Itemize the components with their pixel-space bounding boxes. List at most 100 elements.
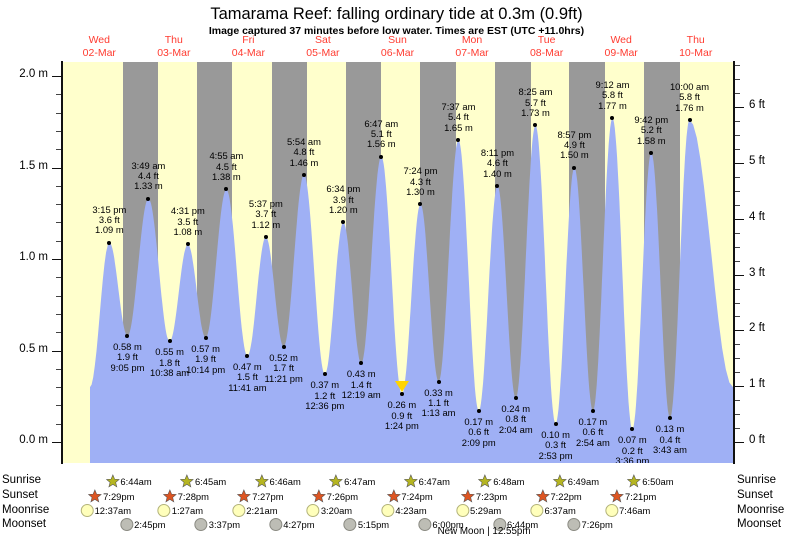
- moonrise-circle-icon: [455, 504, 469, 517]
- tide-point-dot: [513, 396, 518, 401]
- day-header-6: Mon 07-Mar: [435, 34, 510, 59]
- y-axis-right-label: 5 ft: [749, 155, 765, 168]
- moonset-entry-1-time: 2:45pm: [134, 519, 166, 530]
- moonset-entry-7: 7:26pm: [567, 518, 613, 531]
- tide-point-label-high: 8:57 pm 4.9 ft 1.50 m: [557, 129, 591, 161]
- y-tick-major-right: [735, 330, 744, 332]
- sunrise-entry-7-time: 6:49am: [567, 475, 600, 487]
- label-line-3: 1:24 pm: [384, 420, 419, 432]
- y-tick-minor-right: [735, 428, 740, 430]
- label-line-2: 0.9 ft: [391, 409, 413, 421]
- y-tick-minor-right: [735, 79, 740, 81]
- tide-point-dot: [436, 379, 441, 384]
- label-line-3: 1.56 m: [366, 138, 396, 150]
- moonset-entry-6: 6:44pm: [492, 518, 538, 531]
- tide-point-label-high: 6:47 am 5.1 ft 1.56 m: [364, 118, 398, 150]
- label-line-1: 0.26 m: [387, 399, 417, 411]
- moonrise-entry-6-time: 5:29am: [469, 505, 502, 516]
- tide-point-label-high: 4:31 pm 3.5 ft 1.08 m: [171, 205, 205, 237]
- day-header-8: Wed 09-Mar: [584, 34, 659, 59]
- sunset-star-icon: [311, 489, 326, 503]
- label-line-1: 10:00 am: [669, 80, 710, 92]
- y-tick-minor-left: [56, 423, 61, 425]
- tide-point-dot: [359, 361, 364, 366]
- label-line-2: 1.4 ft: [350, 378, 372, 390]
- sunrise-star-icon: [254, 474, 269, 488]
- tide-point-label-high: 7:37 am 5.4 ft 1.65 m: [442, 101, 476, 133]
- label-line-3: 1.58 m: [636, 134, 666, 146]
- page-subtitle: Image captured 37 minutes before low wat…: [208, 25, 585, 37]
- sunrise-entry-8: 6:50am: [627, 474, 674, 488]
- sunset-star-icon: [609, 489, 625, 503]
- day-date: 04-Mar: [231, 46, 266, 59]
- moonrise-entry-7-time: 6:37am: [544, 505, 576, 516]
- label-line-2: 3.7 ft: [255, 208, 277, 220]
- moonrise-circle-icon: [80, 504, 94, 517]
- moonrise-entry-4: 3:20am: [306, 504, 352, 517]
- label-line-2: 5.7 ft: [525, 96, 546, 108]
- moonrise-circle-icon: [232, 504, 246, 517]
- y-axis-right-line: [733, 61, 735, 464]
- tide-point-label-high: 5:54 am 4.8 ft 1.46 m: [287, 136, 321, 168]
- label-line-1: 0.37 m: [310, 379, 340, 391]
- label-line-1: 0.10 m: [541, 428, 570, 440]
- moon-phase-label: New Moon | 12:55pm: [437, 526, 531, 537]
- moonrise-entry-5: 4:23am: [381, 504, 427, 517]
- label-line-2: 5.8 ft: [602, 89, 623, 101]
- label-line-1: 0.13 m: [655, 423, 685, 435]
- y-tick-minor-right: [735, 177, 740, 179]
- y-tick-minor-right: [735, 414, 740, 416]
- label-line-3: 11:21 pm: [264, 372, 303, 384]
- sunrise-entry-2-time: 6:45am: [194, 475, 227, 487]
- day-date: 08-Mar: [529, 46, 564, 59]
- y-axis-left-label: 1.0 m: [19, 251, 48, 263]
- y-tick-major-left: [52, 350, 61, 352]
- label-line-2: 3.6 ft: [98, 213, 120, 225]
- moonset-entry-5: 6:00pm: [418, 518, 464, 531]
- sunrise-star-icon: [403, 474, 418, 488]
- tide-point-label-low: 0.52 m 1.7 ft 11:21 pm: [264, 352, 303, 384]
- tide-point-label-high: 6:34 pm 3.9 ft 1.20 m: [326, 183, 360, 215]
- y-tick-minor-left: [56, 387, 61, 389]
- tide-point-dot: [224, 187, 229, 192]
- label-line-2: 1.1 ft: [428, 397, 449, 409]
- label-line-2: 0.4 ft: [659, 433, 681, 445]
- label-line-2: 1.7 ft: [273, 362, 295, 374]
- moonset-entry-7-time: 7:26pm: [581, 519, 613, 530]
- moonrise-entry-6: 5:29am: [455, 504, 502, 517]
- y-tick-minor-right: [735, 344, 740, 346]
- sunrise-entry-3: 6:46am: [254, 474, 301, 488]
- tide-point-dot: [146, 196, 151, 201]
- label-line-3: 12:19 am: [341, 389, 381, 401]
- y-tick-minor-left: [56, 149, 61, 151]
- moonset-entry-4: 5:15pm: [343, 518, 389, 531]
- label-line-1: 3:49 am: [131, 159, 166, 171]
- y-axis-left-label: 0.5 m: [19, 342, 48, 355]
- label-line-1: 5:37 pm: [248, 198, 283, 210]
- tide-point-dot: [418, 202, 423, 207]
- tide-point-dot: [125, 333, 130, 338]
- tide-point-label-low: 0.07 m 0.2 ft 3:36 pm: [615, 434, 649, 463]
- tide-point-label-high: 10:00 am 5.8 ft 1.76 m: [669, 80, 710, 113]
- label-line-1: 0.58 m: [113, 340, 142, 352]
- tide-point-label-low: 0.43 m 1.4 ft 12:19 am: [341, 368, 381, 401]
- moonrise-entry-3: 2:21am: [232, 504, 278, 517]
- sunset-star-icon: [237, 489, 252, 503]
- sunrise-entry-5: 6:47am: [403, 474, 450, 488]
- moonset-circle-icon: [418, 518, 432, 531]
- tide-point-dot: [167, 339, 172, 344]
- y-tick-minor-left: [56, 368, 61, 370]
- astro-row-label-moonset-left: Moonset: [2, 518, 47, 530]
- y-tick-major-right: [735, 218, 744, 220]
- tide-point-label-low: 0.26 m 0.9 ft 1:24 pm: [384, 399, 419, 432]
- y-tick-minor-left: [56, 240, 61, 242]
- y-tick-minor-right: [735, 65, 740, 67]
- sunrise-entry-6-time: 6:48am: [493, 475, 525, 487]
- moonset-entry-2: 3:37pm: [194, 518, 240, 531]
- sunrise-entry-7: 6:49am: [552, 474, 600, 488]
- tide-point-dot: [379, 154, 384, 159]
- moonrise-entry-8-time: 7:46am: [619, 505, 651, 516]
- sunrise-entry-2: 6:45am: [179, 474, 227, 488]
- day-weekday: Thu: [686, 34, 705, 46]
- y-tick-minor-right: [735, 372, 740, 374]
